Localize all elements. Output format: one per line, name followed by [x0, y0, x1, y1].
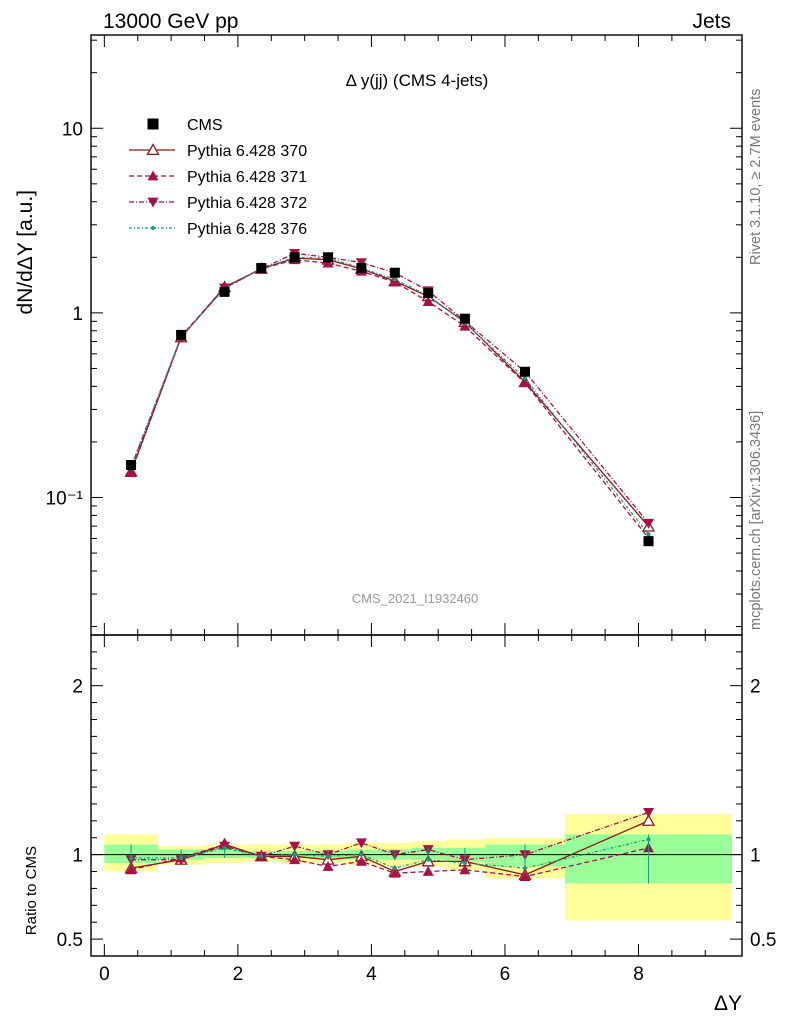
legend-label: CMS: [187, 117, 223, 134]
ratio-point: [389, 867, 401, 878]
cms-point: [219, 286, 230, 297]
series-point: [392, 277, 397, 282]
legend-marker: [146, 143, 160, 156]
cms-point: [323, 252, 334, 263]
ratio-point: [222, 845, 227, 850]
y-tick-label: 10: [62, 119, 83, 140]
x-tick-label: 6: [500, 964, 511, 985]
series-point: [643, 518, 655, 529]
ratio-point: [643, 807, 655, 818]
chart-title: Δ y(jj) (CMS 4-jets): [346, 71, 489, 90]
ratio-point: [422, 866, 434, 876]
x-tick-label: 2: [233, 964, 244, 985]
x-tick-label: 8: [633, 964, 644, 985]
legend-marker: [151, 226, 155, 230]
series-line: [130, 259, 650, 539]
ratio-point: [641, 814, 656, 826]
legend-marker: [147, 197, 159, 208]
series-line: [130, 252, 650, 524]
y-tick-label: 1: [72, 304, 83, 325]
ratio-series-line: [130, 843, 649, 878]
cms-point: [289, 252, 300, 263]
legend-label: Pythia 6.428 372: [187, 195, 307, 212]
ratio-point: [355, 855, 367, 866]
ratio-point: [289, 854, 301, 865]
cms-point: [126, 459, 137, 470]
series-point: [422, 296, 434, 306]
legend-marker: [147, 118, 159, 130]
series-line: [130, 256, 650, 535]
ratio-tick-label-right: 2: [750, 677, 761, 698]
ratio-point: [523, 866, 527, 871]
cms-point: [389, 267, 400, 278]
series-point: [646, 532, 651, 537]
mcplots-label: mcplots.cern.ch [arXiv:1306.3436]: [748, 411, 764, 630]
ratio-tick-label-right: 1: [750, 846, 761, 867]
cms-point: [643, 536, 654, 547]
cms-point: [256, 263, 267, 274]
series-point: [523, 376, 527, 381]
ratio-point: [125, 864, 137, 875]
series-line: [130, 257, 650, 527]
ratio-plot-frame: [90, 634, 743, 957]
series-point: [519, 377, 531, 388]
ratio-point: [519, 871, 531, 881]
legend-label: Pythia 6.428 370: [187, 143, 307, 160]
y-axis-label: dN/dΔY [a.u.]: [14, 190, 37, 315]
series-point: [389, 276, 401, 287]
ratio-point: [175, 855, 187, 866]
header-left: 13000 GeV pp: [103, 10, 238, 33]
ratio-point: [462, 861, 467, 866]
x-axis-label: ΔY: [714, 992, 742, 1015]
ratio-point: [289, 841, 301, 852]
ratio-tick-label: 2: [72, 677, 83, 698]
header-right: Jets: [692, 10, 731, 33]
ratio-point: [392, 866, 397, 871]
watermark: CMS_2021_I1932460: [352, 591, 479, 606]
legend-marker: [147, 170, 159, 181]
legend-label: Pythia 6.428 371: [187, 169, 307, 186]
y-tick-label: 10⁻¹: [46, 489, 84, 510]
legend-label: Pythia 6.428 376: [187, 221, 307, 238]
ratio-series-line: [131, 811, 649, 861]
cms-point: [356, 263, 367, 274]
cms-point: [520, 366, 530, 377]
rivet-label: Rivet 3.1.10, ≥ 2.7M events: [748, 89, 764, 265]
ratio-series-line: [131, 838, 649, 869]
cms-point: [176, 329, 187, 340]
ratio-point: [355, 838, 367, 849]
ratio-y-axis-label: Ratio to CMS: [23, 846, 40, 935]
x-tick-label: 4: [366, 964, 377, 985]
ratio-point: [322, 860, 334, 871]
cms-point: [459, 313, 470, 324]
ratio-point: [459, 864, 471, 875]
ratio-tick-label: 0.5: [57, 930, 83, 951]
cms-point: [423, 288, 434, 299]
ratio-tick-label-right: 0.5: [750, 930, 776, 951]
x-tick-label: 0: [99, 964, 110, 985]
ratio-tick-label: 1: [72, 846, 83, 867]
